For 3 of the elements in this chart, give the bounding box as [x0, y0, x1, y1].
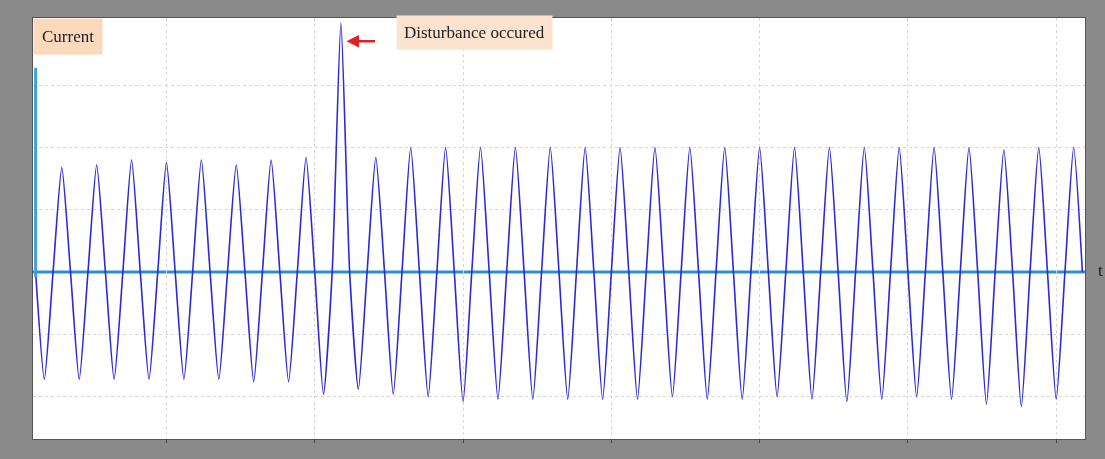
text: t	[1098, 261, 1103, 280]
annotation: Disturbance occured	[404, 23, 545, 42]
annotation: Current	[42, 27, 95, 46]
